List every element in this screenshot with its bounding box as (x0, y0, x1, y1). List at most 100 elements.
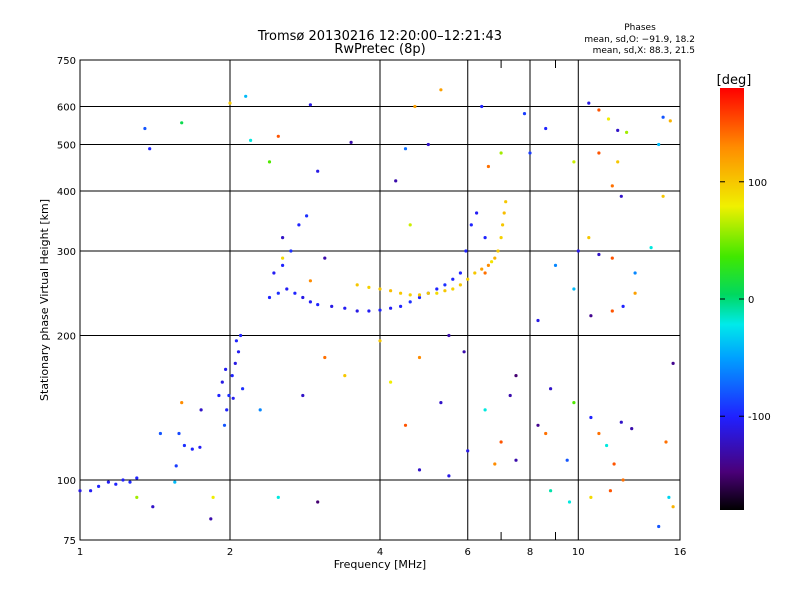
data-point (316, 500, 320, 504)
data-point (239, 333, 243, 338)
data-point (610, 184, 614, 188)
data-point (589, 314, 593, 318)
data-point (343, 374, 347, 378)
data-point (608, 489, 613, 493)
data-point (496, 249, 500, 253)
data-point (293, 291, 297, 295)
y-tick-label: 200 (57, 332, 76, 343)
data-point (217, 393, 221, 398)
data-point (190, 447, 194, 451)
data-point (619, 194, 623, 198)
data-point (158, 431, 162, 436)
data-point (399, 291, 403, 295)
data-point (413, 104, 417, 109)
data-point (323, 355, 327, 360)
data-point (589, 495, 593, 499)
data-point (228, 101, 232, 105)
data-point (135, 476, 139, 480)
y-tick-label: 300 (57, 247, 76, 258)
data-point (597, 252, 601, 257)
x-tick-label: 2 (227, 547, 233, 558)
data-point (664, 440, 668, 444)
data-point (97, 484, 101, 488)
data-point (308, 279, 312, 283)
y-tick-label: 75 (63, 536, 76, 547)
data-point (483, 271, 487, 275)
data-point (443, 283, 447, 287)
colorbar-tick-label: -100 (748, 412, 771, 423)
data-point (486, 263, 490, 267)
data-point (378, 308, 382, 312)
data-point (612, 462, 616, 466)
data-point (220, 380, 224, 384)
data-point (464, 249, 468, 253)
data-point (106, 480, 110, 484)
data-point (330, 304, 334, 308)
data-point (572, 160, 576, 164)
data-point (177, 431, 181, 436)
data-point (499, 236, 503, 240)
data-point (668, 119, 672, 123)
data-point (267, 160, 272, 164)
data-point (367, 285, 371, 289)
data-point (417, 355, 422, 360)
chart-subtitle: RwPretec (8p) (334, 42, 425, 57)
data-point (435, 287, 439, 291)
colorbar-tick-label: 100 (748, 178, 767, 189)
data-point (451, 287, 455, 291)
data-point (625, 130, 629, 134)
data-point (249, 138, 253, 142)
data-point (671, 361, 675, 365)
data-point (408, 223, 412, 227)
data-point (501, 223, 505, 227)
data-point (514, 374, 518, 378)
data-point (227, 393, 231, 398)
data-point (606, 117, 611, 121)
data-point (343, 306, 347, 310)
data-point (198, 445, 202, 449)
data-point (619, 420, 623, 424)
data-point (657, 524, 661, 529)
data-point (633, 271, 637, 275)
data-point (544, 126, 548, 131)
data-point (272, 271, 276, 275)
data-point (394, 179, 398, 183)
data-point (661, 194, 665, 198)
data-point (671, 505, 675, 509)
x-tick-label: 6 (465, 547, 471, 558)
data-point (289, 249, 293, 253)
x-tick-label: 1 (77, 547, 83, 558)
data-point (285, 287, 289, 291)
data-point (469, 223, 473, 227)
data-point (435, 291, 439, 295)
data-point (490, 260, 494, 264)
data-point (587, 101, 591, 105)
data-point (408, 300, 412, 304)
data-point (417, 293, 422, 297)
data-point (493, 462, 497, 466)
data-point (486, 164, 490, 169)
data-point (281, 236, 285, 240)
data-point (151, 505, 155, 509)
data-point (222, 423, 227, 427)
data-point (597, 108, 601, 112)
x-tick-label: 16 (674, 547, 687, 558)
data-point (234, 339, 238, 343)
data-point (225, 408, 229, 412)
data-point (258, 408, 262, 412)
data-point (597, 151, 601, 155)
data-point (466, 277, 470, 281)
data-point (657, 142, 661, 147)
data-point (308, 103, 312, 107)
data-point (567, 500, 572, 504)
data-point (572, 401, 576, 405)
data-point (174, 464, 178, 468)
data-point (78, 489, 82, 493)
data-point (143, 126, 147, 131)
data-point (633, 291, 637, 295)
x-tick-label: 4 (377, 547, 383, 558)
data-point (408, 293, 412, 297)
y-axis-ticks: 75 100 200 300 400 500 600 750 (57, 56, 76, 547)
data-point (121, 478, 125, 482)
